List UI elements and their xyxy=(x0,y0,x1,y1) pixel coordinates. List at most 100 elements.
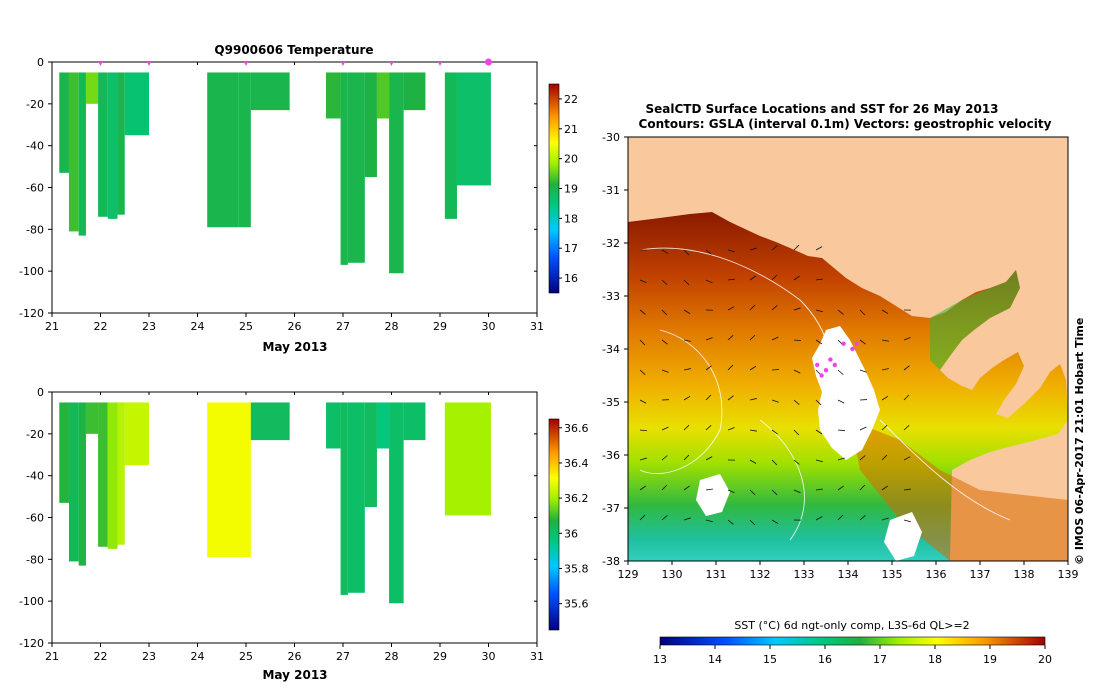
profile-bar xyxy=(389,402,404,604)
map-x-tick-label: 139 xyxy=(1058,568,1079,581)
profile-bar xyxy=(376,402,390,449)
velocity-vector xyxy=(661,455,668,461)
profile-bar xyxy=(117,402,125,545)
x-tick-label: 22 xyxy=(94,650,108,663)
x-tick-label: 25 xyxy=(239,650,253,663)
velocity-vector xyxy=(683,395,691,401)
map-x-tick-label: 132 xyxy=(750,568,771,581)
velocity-vector xyxy=(881,485,888,491)
profile-bar xyxy=(250,72,290,111)
seal-locations xyxy=(815,341,859,378)
velocity-vector xyxy=(837,457,845,461)
velocity-vector xyxy=(749,334,756,341)
velocity-vector xyxy=(727,306,735,311)
seal-location-marker xyxy=(815,362,820,368)
velocity-vector xyxy=(705,249,712,255)
colorbar-tick-label: 36 xyxy=(564,527,578,540)
map-x-tick-label: 130 xyxy=(662,568,683,581)
y-tick-label: -100 xyxy=(19,595,44,608)
velocity-vector xyxy=(705,365,712,371)
map-x-tick-label: 138 xyxy=(1014,568,1035,581)
velocity-vector xyxy=(749,519,756,526)
velocity-vector xyxy=(705,424,712,431)
map-y-tick-label: -34 xyxy=(602,343,620,356)
velocity-vector xyxy=(793,489,801,494)
profile-bar xyxy=(68,72,79,232)
velocity-vector xyxy=(705,456,713,461)
sst-colorbar-label: SST (°C) 6d ngt-only comp, L3S-6d QL>=2 xyxy=(734,619,969,632)
profile-bar xyxy=(98,72,108,217)
map-x-tick-label: 131 xyxy=(706,568,727,581)
velocity-vector xyxy=(881,368,889,371)
velocity-vector xyxy=(683,279,690,286)
velocity-vector xyxy=(881,395,889,401)
surfacing-marker xyxy=(147,62,151,66)
velocity-vector xyxy=(639,429,648,432)
x-tick-label: 21 xyxy=(45,650,59,663)
sst-colorbar-tick-label: 20 xyxy=(1038,653,1052,666)
velocity-vector xyxy=(881,517,889,521)
profile-bar xyxy=(347,72,365,263)
x-tick-label: 30 xyxy=(482,320,496,333)
velocity-vector xyxy=(837,429,846,432)
y-tick-label: 0 xyxy=(37,386,44,399)
velocity-vector xyxy=(881,339,889,342)
gsla-contours xyxy=(639,247,1011,541)
velocity-vector xyxy=(705,279,713,284)
seal-location-marker xyxy=(832,362,837,368)
velocity-vector xyxy=(639,514,646,521)
profile-bar xyxy=(78,72,86,236)
x-tick-label: 27 xyxy=(336,320,350,333)
velocity-vector xyxy=(771,489,778,496)
profile-bar xyxy=(364,402,377,508)
velocity-vector xyxy=(881,424,888,431)
profile-bar xyxy=(78,402,86,566)
map-y-tick-label: -31 xyxy=(602,184,620,197)
y-tick-label: -80 xyxy=(26,553,44,566)
sst-colorbar-tick-label: 13 xyxy=(653,653,667,666)
x-tick-label: 24 xyxy=(191,650,205,663)
map-y-axis: -30 -31 -32 -33 -34 -35 -36 -37 -38 xyxy=(602,131,628,568)
colorbar-tick-label: 20 xyxy=(564,153,578,166)
x-tick-label: 22 xyxy=(94,320,108,333)
velocity-vector xyxy=(903,456,911,461)
profile-bar xyxy=(107,402,118,549)
velocity-vector xyxy=(771,399,779,403)
current-surfacing-marker xyxy=(485,58,492,66)
velocity-vector xyxy=(793,275,800,281)
velocity-vector xyxy=(903,365,910,371)
velocity-vector xyxy=(727,519,734,525)
velocity-vector xyxy=(815,429,823,435)
profile-bar xyxy=(117,72,125,215)
y-tick-label: -60 xyxy=(26,182,44,195)
velocity-vector xyxy=(661,515,668,521)
salinity-x-label: May 2013 xyxy=(262,668,327,682)
warm-shelf-band xyxy=(850,420,1068,561)
salinity-colorbar-ticks: 35.6 35.8 36 36.2 36.4 36.6 xyxy=(559,422,589,611)
salinity-y-axis: 0 -20 -40 -60 -80 -100 -120 xyxy=(19,386,537,650)
temperature-colorbar xyxy=(548,83,560,294)
x-tick-label: 26 xyxy=(288,650,302,663)
geostrophic-vectors xyxy=(639,244,912,526)
temperature-x-axis: 21 22 23 24 25 26 27 28 29 30 31 xyxy=(45,62,544,333)
y-tick-label: -120 xyxy=(19,307,44,320)
map-x-tick-label: 129 xyxy=(618,568,639,581)
velocity-vector xyxy=(683,309,691,314)
surfacing-marker xyxy=(438,62,442,66)
seal-location-marker xyxy=(828,357,833,362)
profile-bar xyxy=(376,72,390,119)
x-tick-label: 30 xyxy=(482,650,496,663)
profile-bar xyxy=(326,402,341,449)
x-tick-label: 29 xyxy=(433,650,447,663)
colorbar-tick-label: 35.6 xyxy=(564,598,589,611)
velocity-vector xyxy=(705,337,713,341)
velocity-vector xyxy=(859,484,866,491)
velocity-vector xyxy=(837,514,844,521)
colorbar-tick-label: 16 xyxy=(564,272,578,285)
colorbar-tick-label: 19 xyxy=(564,183,578,196)
velocity-vector xyxy=(749,275,756,281)
velocity-vector xyxy=(837,399,845,404)
credit-text: © IMOS 06-Apr-2017 21:01 Hobart Time xyxy=(1073,318,1086,565)
salinity-colorbar xyxy=(548,418,560,631)
